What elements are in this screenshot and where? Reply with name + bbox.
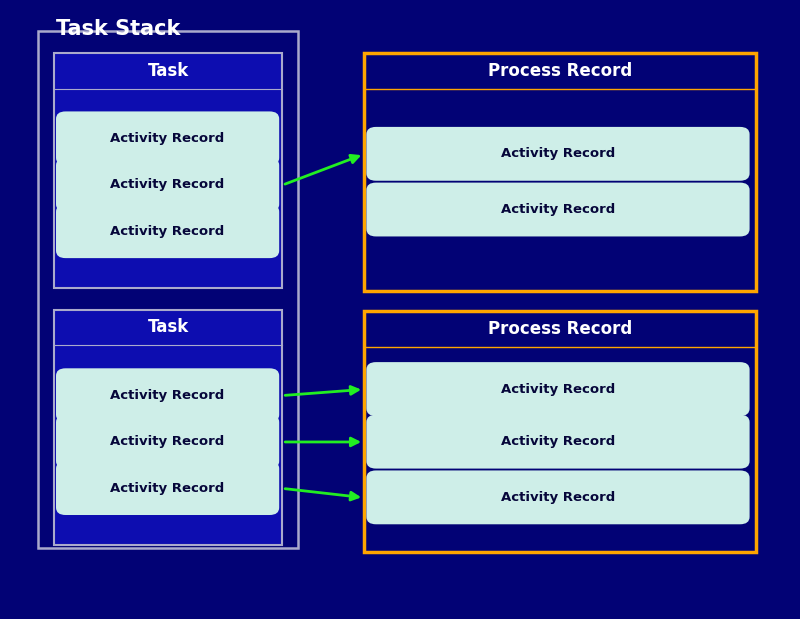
FancyBboxPatch shape — [56, 415, 279, 469]
Text: Activity Record: Activity Record — [501, 203, 615, 216]
Text: Activity Record: Activity Record — [110, 482, 225, 495]
Text: Task: Task — [148, 318, 189, 337]
Bar — [364, 311, 756, 552]
Text: Process Record: Process Record — [488, 61, 632, 80]
FancyBboxPatch shape — [56, 158, 279, 212]
Text: Activity Record: Activity Record — [501, 147, 615, 160]
Text: Activity Record: Activity Record — [110, 225, 225, 238]
Text: Activity Record: Activity Record — [110, 132, 225, 145]
FancyBboxPatch shape — [56, 204, 279, 258]
Text: Activity Record: Activity Record — [501, 491, 615, 504]
FancyBboxPatch shape — [366, 415, 750, 469]
FancyBboxPatch shape — [366, 183, 750, 236]
Bar — [54, 53, 282, 288]
Bar — [364, 53, 756, 291]
Text: Activity Record: Activity Record — [110, 389, 225, 402]
Text: Activity Record: Activity Record — [501, 435, 615, 448]
Text: Activity Record: Activity Record — [501, 383, 615, 396]
Text: Process Record: Process Record — [488, 319, 632, 338]
FancyBboxPatch shape — [56, 368, 279, 422]
Text: Task: Task — [148, 61, 189, 80]
FancyBboxPatch shape — [366, 127, 750, 181]
Text: Activity Record: Activity Record — [110, 435, 225, 448]
Bar — [54, 310, 282, 545]
FancyBboxPatch shape — [366, 362, 750, 416]
FancyBboxPatch shape — [366, 470, 750, 524]
FancyBboxPatch shape — [56, 111, 279, 165]
FancyBboxPatch shape — [56, 461, 279, 515]
Text: Activity Record: Activity Record — [110, 178, 225, 191]
Bar — [38, 31, 298, 548]
Text: Task Stack: Task Stack — [56, 19, 180, 38]
